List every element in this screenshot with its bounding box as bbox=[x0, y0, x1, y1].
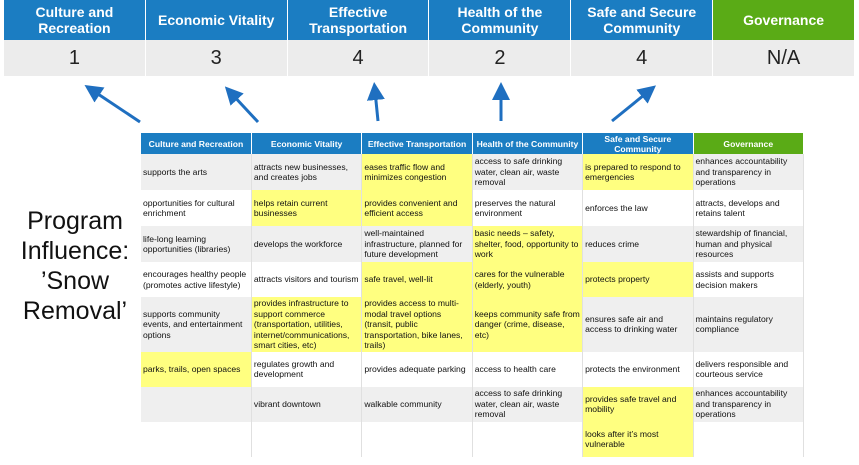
table-cell bbox=[361, 421, 473, 457]
arrows bbox=[84, 82, 656, 124]
table-cell bbox=[693, 421, 805, 457]
score-cell: 1 bbox=[4, 40, 146, 76]
table-cell: attracts, develops and retains talent bbox=[693, 190, 805, 226]
top-header-cell: Health of the Community bbox=[429, 0, 572, 40]
table-cell: regulates growth and development bbox=[251, 351, 363, 387]
table-cell: looks after it’s most vulnerable bbox=[582, 421, 694, 457]
table-cell: opportunities for cultural enrichment bbox=[141, 190, 252, 226]
influence-table: Culture and Recreation Economic Vitality E… bbox=[141, 133, 805, 457]
top-header-cell: Economic Vitality bbox=[145, 0, 288, 40]
table-cell: provides safe travel and mobility bbox=[582, 386, 694, 422]
table-row: vibrant downtown walkable community access… bbox=[141, 386, 805, 422]
table-cell: vibrant downtown bbox=[251, 386, 363, 422]
table-cell: delivers responsible and courteous servi… bbox=[693, 351, 805, 387]
table-header: Economic Vitality bbox=[251, 133, 363, 154]
top-header-cell: Culture and Recreation bbox=[4, 0, 146, 40]
table-row: opportunities for cultural enrichment hel… bbox=[141, 190, 805, 226]
score-cell: 3 bbox=[145, 40, 288, 76]
table-cell: attracts visitors and tourism bbox=[251, 262, 363, 297]
score-cell: 2 bbox=[429, 40, 572, 76]
table-cell: maintains regulatory compliance bbox=[693, 297, 805, 352]
top-header-cell: Safe and Secure Community bbox=[571, 0, 714, 40]
table-cell: enforces the law bbox=[582, 190, 694, 226]
table-cell: develops the workforce bbox=[251, 226, 363, 262]
score-cell: N/A bbox=[713, 40, 855, 76]
table-cell: enhances accountability and transparency… bbox=[693, 386, 805, 422]
table-header: Culture and Recreation bbox=[141, 133, 252, 154]
table-header: Effective Transportation bbox=[361, 133, 473, 154]
table-cell bbox=[141, 421, 252, 457]
table-row: encourages healthy people (promotes acti… bbox=[141, 262, 805, 297]
table-cell: walkable community bbox=[361, 386, 473, 422]
table-cell: reduces crime bbox=[582, 226, 694, 262]
table-header: Governance bbox=[693, 133, 805, 154]
table-header: Health of the Community bbox=[472, 133, 584, 154]
score-cell: 4 bbox=[571, 40, 714, 76]
table-cell: supports the arts bbox=[141, 154, 252, 190]
table-cell: basic needs – safety, shelter, food, opp… bbox=[472, 226, 584, 262]
table-cell: access to health care bbox=[472, 351, 584, 387]
table-cell: eases traffic flow and minimizes congest… bbox=[361, 154, 473, 190]
arrow-icon bbox=[366, 82, 385, 122]
top-header-cell: Governance bbox=[713, 0, 855, 40]
table-cell: enhances accountability and transparency… bbox=[693, 154, 805, 190]
table-cell: is prepared to respond to emergencies bbox=[582, 154, 694, 190]
table-cell bbox=[251, 421, 363, 457]
top-header-cell: Effective Transportation bbox=[287, 0, 430, 40]
table-cell: protects property bbox=[582, 262, 694, 297]
arrow-icon bbox=[84, 85, 141, 124]
table-cell: provides convenient and efficient access bbox=[361, 190, 473, 226]
table-cell: life-long learning opportunities (librar… bbox=[141, 226, 252, 262]
program-influence-label: Program Influence: ’Snow Removal’ bbox=[20, 207, 130, 325]
score-cell: 4 bbox=[287, 40, 430, 76]
table-row: life-long learning opportunities (librar… bbox=[141, 226, 805, 262]
table-cell bbox=[472, 421, 584, 457]
table-cell: protects the environment bbox=[582, 351, 694, 387]
table-row: parks, trails, open spaces regulates grow… bbox=[141, 351, 805, 387]
table-cell: helps retain current businesses bbox=[251, 190, 363, 226]
table-header: Safe and Secure Community bbox=[582, 133, 694, 154]
table-row: supports community events, and entertain… bbox=[141, 297, 805, 352]
table-cell: provides adequate parking bbox=[361, 351, 473, 387]
table-cell: cares for the vulnerable (elderly, youth… bbox=[472, 262, 584, 297]
table-cell: assists and supports decision makers bbox=[693, 262, 805, 297]
table-cell: preserves the natural environment bbox=[472, 190, 584, 226]
arrow-icon bbox=[224, 86, 260, 124]
table-cell: well-maintained infrastructure, planned … bbox=[361, 226, 473, 262]
score-summary: Culture and Recreation Economic Vitality E… bbox=[4, 0, 855, 76]
table-cell: access to safe drinking water, clean air… bbox=[472, 154, 584, 190]
table-cell: access to safe drinking water, clean air… bbox=[472, 386, 584, 422]
table-cell: ensures safe air and access to drinking … bbox=[582, 297, 694, 352]
table-cell: encourages healthy people (promotes acti… bbox=[141, 262, 252, 297]
table-cell: safe travel, well-lit bbox=[361, 262, 473, 297]
table-cell: attracts new businesses, and creates job… bbox=[251, 154, 363, 190]
arrow-icon bbox=[611, 85, 656, 123]
table-cell: provides access to multi-modal travel op… bbox=[361, 297, 473, 352]
table-cell: stewardship of financial, human and phys… bbox=[693, 226, 805, 262]
table-row: supports the arts attracts new businesses… bbox=[141, 154, 805, 190]
table-cell bbox=[141, 386, 252, 422]
table-cell: supports community events, and entertain… bbox=[141, 297, 252, 352]
table-cell: provides infrastructure to support comme… bbox=[251, 297, 363, 352]
table-cell: parks, trails, open spaces bbox=[141, 351, 252, 387]
table-cell: keeps community safe from danger (crime,… bbox=[472, 297, 584, 352]
table-row: looks after it’s most vulnerable bbox=[141, 421, 805, 457]
